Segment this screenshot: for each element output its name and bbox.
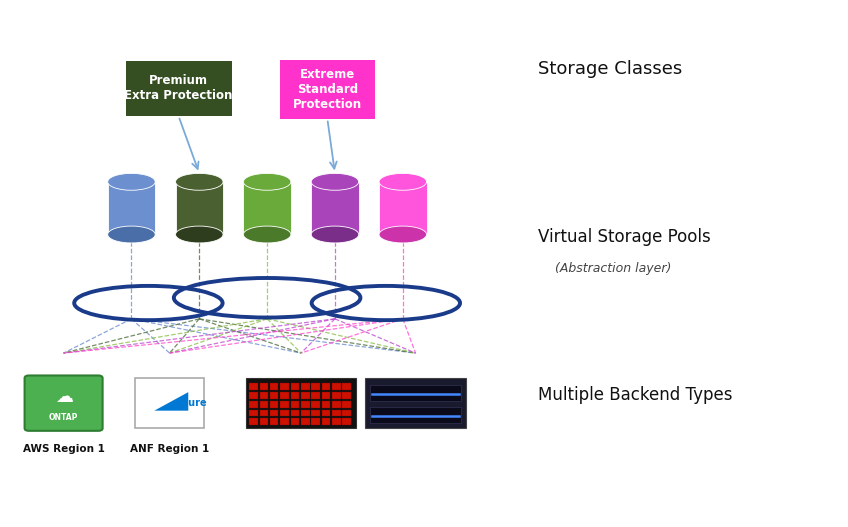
FancyBboxPatch shape [246,378,356,428]
FancyBboxPatch shape [301,409,310,416]
FancyBboxPatch shape [343,401,351,407]
FancyBboxPatch shape [311,384,320,390]
Polygon shape [243,182,291,235]
FancyBboxPatch shape [270,409,278,416]
FancyBboxPatch shape [301,401,310,407]
Ellipse shape [176,173,223,190]
Polygon shape [108,182,155,235]
FancyBboxPatch shape [281,392,289,399]
Polygon shape [154,392,188,411]
FancyBboxPatch shape [311,401,320,407]
FancyBboxPatch shape [259,392,268,399]
FancyBboxPatch shape [301,418,310,425]
FancyBboxPatch shape [365,378,466,428]
FancyBboxPatch shape [321,418,330,425]
FancyBboxPatch shape [270,392,278,399]
Polygon shape [311,182,359,235]
FancyBboxPatch shape [126,61,232,116]
FancyBboxPatch shape [321,384,330,390]
FancyBboxPatch shape [370,385,461,401]
Text: ANF Region 1: ANF Region 1 [130,444,209,454]
FancyBboxPatch shape [291,401,299,407]
FancyBboxPatch shape [270,384,278,390]
FancyBboxPatch shape [259,418,268,425]
Text: Multiple Backend Types: Multiple Backend Types [538,386,733,404]
FancyBboxPatch shape [259,409,268,416]
FancyBboxPatch shape [25,375,103,431]
Text: ONTAP: ONTAP [49,413,78,422]
FancyBboxPatch shape [135,378,204,428]
FancyBboxPatch shape [291,418,299,425]
FancyBboxPatch shape [249,418,258,425]
FancyBboxPatch shape [343,384,351,390]
FancyBboxPatch shape [270,418,278,425]
FancyBboxPatch shape [301,392,310,399]
FancyBboxPatch shape [259,384,268,390]
FancyBboxPatch shape [270,401,278,407]
FancyBboxPatch shape [281,418,289,425]
FancyBboxPatch shape [291,384,299,390]
Ellipse shape [379,226,427,243]
FancyBboxPatch shape [321,409,330,416]
FancyBboxPatch shape [332,409,341,416]
Text: AWS Region 1: AWS Region 1 [23,444,104,454]
FancyBboxPatch shape [249,409,258,416]
Text: ☁: ☁ [54,388,73,406]
FancyBboxPatch shape [259,401,268,407]
FancyBboxPatch shape [311,392,320,399]
FancyBboxPatch shape [321,392,330,399]
FancyBboxPatch shape [249,392,258,399]
Ellipse shape [108,226,155,243]
FancyBboxPatch shape [281,401,289,407]
Ellipse shape [243,226,291,243]
FancyBboxPatch shape [343,418,351,425]
FancyBboxPatch shape [311,418,320,425]
Text: (Abstraction layer): (Abstraction layer) [555,262,672,275]
Text: Premium
Extra Protection: Premium Extra Protection [125,74,232,102]
FancyBboxPatch shape [249,384,258,390]
FancyBboxPatch shape [291,392,299,399]
Ellipse shape [108,173,155,190]
FancyBboxPatch shape [311,409,320,416]
Ellipse shape [311,226,359,243]
FancyBboxPatch shape [291,409,299,416]
Polygon shape [176,182,223,235]
Text: Azure: Azure [176,398,208,408]
Ellipse shape [176,226,223,243]
Text: Virtual Storage Pools: Virtual Storage Pools [538,228,711,246]
Ellipse shape [379,173,427,190]
FancyBboxPatch shape [280,60,375,119]
FancyBboxPatch shape [249,401,258,407]
FancyBboxPatch shape [332,418,341,425]
FancyBboxPatch shape [332,392,341,399]
Text: Extreme
Standard
Protection: Extreme Standard Protection [293,67,362,111]
Text: Storage Classes: Storage Classes [538,60,683,77]
FancyBboxPatch shape [281,409,289,416]
Polygon shape [379,182,427,235]
FancyBboxPatch shape [332,384,341,390]
FancyBboxPatch shape [343,392,351,399]
Ellipse shape [243,173,291,190]
FancyBboxPatch shape [370,407,461,423]
FancyBboxPatch shape [281,384,289,390]
FancyBboxPatch shape [301,384,310,390]
FancyBboxPatch shape [321,401,330,407]
FancyBboxPatch shape [332,401,341,407]
Ellipse shape [311,173,359,190]
FancyBboxPatch shape [343,409,351,416]
